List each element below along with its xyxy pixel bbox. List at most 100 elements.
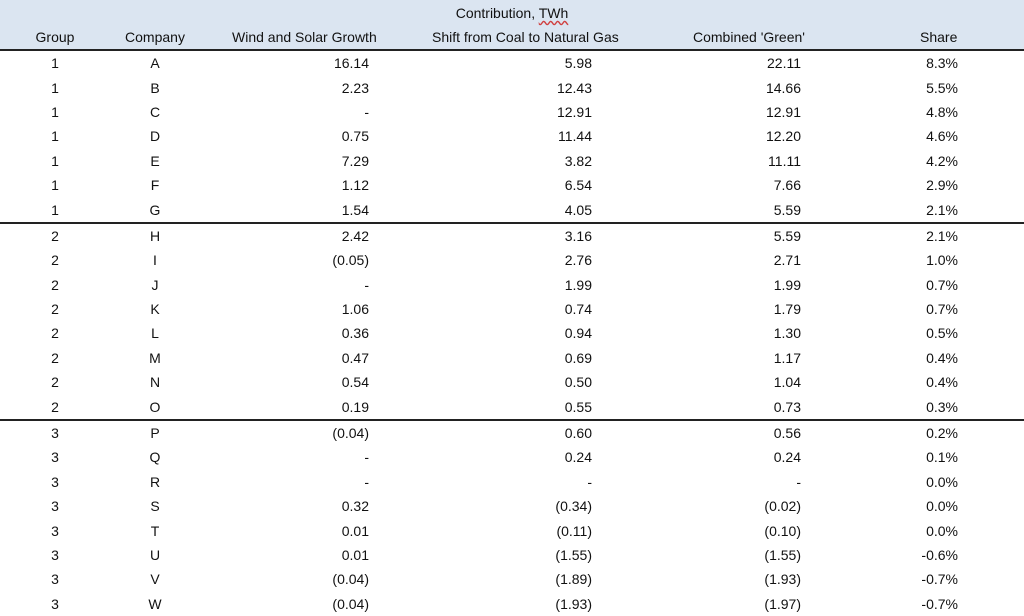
cell-wind: (0.04): [332, 571, 369, 588]
cell-green: 1.04: [773, 374, 801, 391]
cell-group: 2: [51, 374, 59, 391]
table-body: 1 A 16.14 5.98 22.11 8.3% 1 B 2.23 12.43 14.66 5.5%…: [0, 51, 1024, 616]
table-row: 2 O 0.19 0.55 0.73 0.3%: [0, 394, 1024, 418]
table-row: 3 V (0.04) (1.89) (1.93) -0.7%: [0, 567, 1024, 591]
cell-share: -0.7%: [921, 571, 958, 588]
cell-share: 8.3%: [926, 55, 958, 72]
cell-shift: 11.44: [558, 128, 592, 145]
table-row: 3 U 0.01 (1.55) (1.55) -0.6%: [0, 543, 1024, 567]
cell-green: 1.17: [773, 349, 801, 366]
cell-wind: 1.12: [341, 177, 369, 194]
cell-share: 2.1%: [926, 201, 958, 218]
cell-green: 0.24: [773, 449, 801, 466]
cell-wind: (0.05): [332, 252, 369, 269]
cell-company: M: [149, 349, 161, 366]
column-headers: Group Company Wind and Solar Growth Shif…: [0, 29, 1024, 47]
cell-shift: 2.76: [564, 252, 592, 269]
cell-green: (1.97): [764, 595, 801, 612]
table-row: 1 B 2.23 12.43 14.66 5.5%: [0, 75, 1024, 99]
table-row: 3 W (0.04) (1.93) (1.97) -0.7%: [0, 592, 1024, 616]
cell-company: R: [149, 473, 161, 490]
cell-shift: 0.50: [564, 374, 592, 391]
cell-shift: (1.89): [555, 571, 592, 588]
cell-green: (1.55): [764, 547, 801, 563]
cell-company: V: [150, 571, 160, 588]
cell-green: 1.99: [773, 276, 801, 293]
cell-shift: (0.11): [556, 522, 592, 539]
cell-share: 2.1%: [926, 227, 958, 244]
cell-green: -: [796, 473, 801, 490]
cell-shift: 12.91: [556, 103, 592, 120]
cell-share: -0.7%: [921, 595, 958, 612]
cell-group: 2: [51, 398, 59, 415]
cell-green: 2.71: [773, 252, 801, 269]
cell-shift: (1.93): [555, 595, 592, 612]
cell-green: (0.02): [764, 498, 801, 515]
cell-shift: 0.69: [564, 349, 592, 366]
cell-shift: 1.99: [564, 276, 592, 293]
cell-group: 1: [51, 128, 59, 145]
cell-green: 5.59: [773, 201, 801, 218]
cell-company: G: [149, 201, 161, 218]
cell-green: (0.10): [764, 522, 801, 539]
cell-group: 3: [51, 571, 59, 588]
table-row: 2 M 0.47 0.69 1.17 0.4%: [0, 346, 1024, 370]
cell-green: 12.20: [765, 128, 801, 145]
table-row: 2 L 0.36 0.94 1.30 0.5%: [0, 321, 1024, 345]
cell-group: 1: [51, 177, 59, 194]
cell-company: J: [151, 276, 159, 293]
header-share: Share: [920, 29, 958, 45]
cell-group: 3: [51, 473, 59, 490]
cell-group: 1: [51, 79, 59, 96]
cell-group: 2: [51, 252, 59, 269]
super-header-unit: TWh: [538, 5, 569, 21]
cell-green: 7.66: [773, 177, 801, 194]
cell-company: W: [148, 595, 162, 612]
cell-company: B: [150, 79, 160, 96]
cell-shift: 0.94: [564, 325, 592, 342]
cell-group: 1: [51, 55, 59, 72]
cell-shift: 3.82: [564, 152, 592, 169]
cell-company: C: [149, 103, 161, 120]
cell-wind: 2.23: [341, 79, 369, 96]
cell-share: -0.6%: [921, 547, 958, 563]
cell-wind: -: [364, 449, 369, 466]
cell-wind: 0.01: [341, 547, 369, 563]
header-wind-solar: Wind and Solar Growth: [232, 29, 377, 45]
cell-share: 4.6%: [926, 128, 958, 145]
cell-wind: 2.42: [341, 227, 369, 244]
cell-group: 3: [51, 595, 59, 612]
super-header: Contribution, TWh: [0, 5, 1024, 21]
cell-share: 0.4%: [926, 349, 958, 366]
cell-share: 0.2%: [926, 425, 958, 442]
header-coal-to-gas: Shift from Coal to Natural Gas: [432, 29, 619, 45]
table-row: 3 Q - 0.24 0.24 0.1%: [0, 445, 1024, 469]
cell-share: 0.0%: [926, 522, 958, 539]
cell-wind: -: [364, 103, 369, 120]
header-divider: [0, 49, 1024, 51]
table-row: 2 J - 1.99 1.99 0.7%: [0, 273, 1024, 297]
cell-wind: (0.04): [332, 595, 369, 612]
cell-green: 11.11: [768, 152, 801, 169]
cell-company: K: [150, 301, 160, 318]
cell-shift: -: [587, 473, 592, 490]
cell-wind: 0.47: [341, 349, 369, 366]
super-header-label: Contribution,: [455, 5, 539, 21]
cell-wind: 0.75: [341, 128, 369, 145]
cell-company: Q: [149, 449, 161, 466]
cell-company: L: [151, 325, 159, 342]
cell-company: S: [150, 498, 160, 515]
cell-shift: (0.34): [555, 498, 592, 515]
cell-green: 5.59: [773, 227, 801, 244]
table-row: 3 S 0.32 (0.34) (0.02) 0.0%: [0, 494, 1024, 518]
table-row: 2 I (0.05) 2.76 2.71 1.0%: [0, 248, 1024, 272]
cell-green: 22.11: [767, 55, 801, 72]
cell-share: 0.7%: [926, 301, 958, 318]
cell-wind: 1.06: [341, 301, 369, 318]
cell-green: (1.93): [764, 571, 801, 588]
cell-share: 0.0%: [926, 498, 958, 515]
cell-company: O: [149, 398, 161, 415]
cell-wind: 0.32: [341, 498, 369, 515]
cell-green: 1.79: [773, 301, 801, 318]
